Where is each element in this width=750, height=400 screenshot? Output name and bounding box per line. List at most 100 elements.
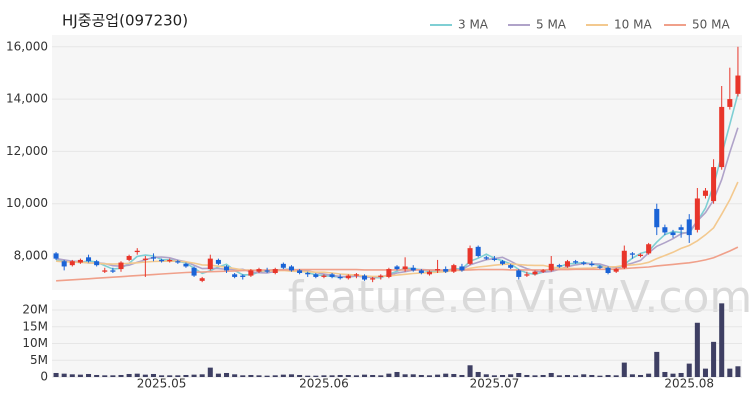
candle-body — [418, 270, 424, 273]
volume-bar — [86, 373, 92, 377]
volume-bar — [272, 375, 278, 377]
volume-bar — [483, 374, 489, 377]
volume-bar — [516, 372, 522, 377]
volume-tick-label: 10M — [22, 336, 48, 350]
candle-body — [215, 259, 221, 264]
volume-bar — [467, 365, 473, 377]
candle-body — [362, 275, 368, 280]
candle-body — [516, 270, 522, 277]
candle-body — [240, 275, 246, 277]
candle-body — [191, 267, 197, 276]
volume-bar — [402, 374, 408, 377]
candle-body — [167, 259, 173, 262]
volume-bar — [264, 375, 270, 377]
volume-bar — [102, 375, 108, 377]
candle-body — [313, 274, 319, 277]
candle-body — [686, 219, 692, 236]
volume-bar — [629, 374, 635, 377]
candle-body — [564, 261, 570, 267]
candle-body — [142, 258, 148, 260]
volume-bar — [353, 375, 359, 377]
volume-bar — [589, 374, 595, 377]
volume-bar — [573, 375, 579, 377]
candle-body — [621, 250, 627, 268]
volume-bar — [548, 372, 554, 377]
volume-bar — [451, 373, 457, 377]
candle-body — [475, 246, 481, 256]
volume-bar — [224, 372, 230, 377]
volume-bar — [313, 375, 319, 377]
candle-body — [467, 248, 473, 264]
candle-body — [556, 265, 562, 267]
y-tick-label: 12,000 — [6, 144, 48, 158]
candle-body — [86, 257, 92, 262]
volume-bar — [410, 374, 416, 377]
candle-body — [256, 269, 262, 272]
volume-bar — [199, 374, 205, 377]
candle-body — [459, 266, 465, 271]
candle-body — [613, 269, 619, 272]
volume-bar — [540, 374, 546, 377]
candle-body — [629, 253, 635, 255]
volume-bar — [175, 375, 181, 377]
volume-tick-label: 20M — [22, 303, 48, 317]
candle-body — [102, 270, 108, 272]
legend-label: 5 MA — [536, 18, 567, 32]
candle-body — [345, 275, 351, 279]
volume-bar — [240, 375, 246, 377]
y-tick-label: 16,000 — [6, 39, 48, 53]
volume-bar — [297, 374, 303, 377]
candle-body — [248, 270, 254, 276]
candle-body — [532, 271, 538, 275]
volume-bar — [61, 373, 67, 377]
volume-bar — [735, 366, 741, 377]
candle-body — [53, 253, 59, 259]
candle-body — [719, 106, 725, 168]
candle-body — [646, 244, 652, 254]
volume-bar — [126, 373, 132, 377]
candle-body — [321, 275, 327, 277]
volume-bar — [215, 373, 221, 377]
candle-body — [183, 263, 189, 267]
candle-body — [207, 258, 213, 270]
volume-bar — [418, 374, 424, 377]
y-tick-label: 10,000 — [6, 196, 48, 210]
candle-body — [735, 75, 741, 94]
candle-body — [118, 262, 124, 270]
candle-body — [199, 278, 205, 281]
volume-bar — [329, 375, 335, 377]
candle-body — [305, 273, 311, 275]
candle-body — [435, 269, 441, 271]
candle-body — [508, 265, 514, 268]
watermark: feature.enViewV.com — [288, 272, 750, 323]
candle-body — [589, 263, 595, 266]
x-tick-label: 2025.05 — [137, 377, 187, 391]
price-panel — [52, 35, 742, 290]
volume-bar — [94, 374, 100, 377]
candle-body — [662, 227, 668, 233]
volume-bar — [564, 374, 570, 377]
volume-bar — [621, 362, 627, 377]
candle-body — [694, 198, 700, 230]
volume-bar — [207, 367, 213, 377]
candle-body — [573, 261, 579, 263]
candle-body — [548, 263, 554, 271]
volume-bar — [256, 375, 262, 377]
volume-bar — [638, 374, 644, 377]
candle-body — [451, 265, 457, 272]
x-tick-label: 2025.08 — [664, 377, 714, 391]
volume-bar — [53, 372, 59, 377]
volume-bar — [702, 368, 708, 377]
candle-body — [134, 250, 140, 253]
candle-body — [288, 266, 294, 271]
candle-body — [491, 258, 497, 260]
candle-body — [280, 263, 286, 268]
candle-body — [378, 275, 384, 277]
candle-body — [500, 261, 506, 264]
chart-title: HJ중공업(097230) — [62, 12, 188, 30]
volume-bar — [305, 375, 311, 377]
volume-bar — [69, 374, 75, 377]
candle-body — [386, 269, 392, 277]
volume-bar — [159, 375, 165, 377]
